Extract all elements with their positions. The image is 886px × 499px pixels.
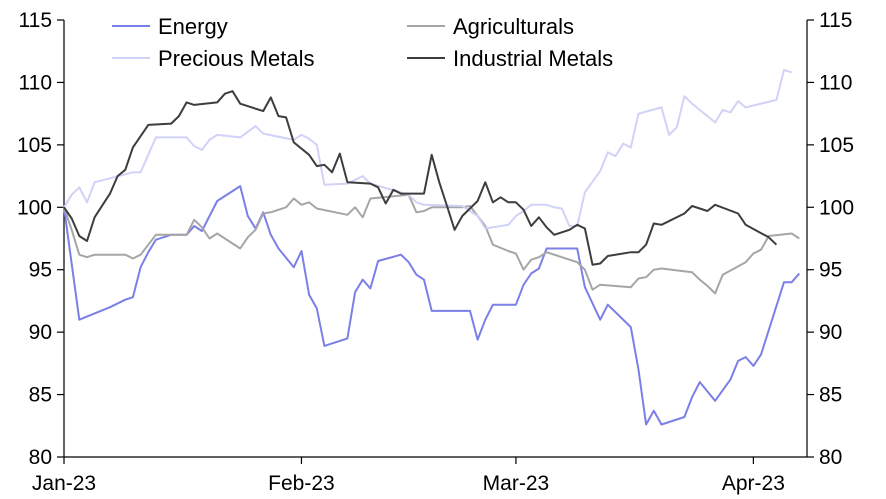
legend-label-industrial-metals: Industrial Metals bbox=[453, 46, 613, 71]
series-line-precious-metals bbox=[63, 68, 793, 230]
right-y-tick-label: 105 bbox=[819, 134, 854, 157]
right-y-tick-label: 110 bbox=[819, 71, 852, 94]
series-layer bbox=[63, 68, 801, 426]
left-y-tick-label: 110 bbox=[19, 71, 52, 94]
right-y-tick-label: 80 bbox=[819, 446, 842, 469]
right-y-axis: 80 85 90 95 100 105 110 115 bbox=[807, 9, 854, 469]
legend: Energy Agriculturals Precious Metals Indust… bbox=[112, 14, 613, 71]
series-line-agriculturals bbox=[63, 193, 800, 295]
legend-label-energy: Energy bbox=[158, 14, 228, 39]
x-tick-label: Apr-23 bbox=[722, 472, 785, 495]
left-y-tick-label: 90 bbox=[29, 321, 52, 344]
left-y-axis: 80 85 90 95 100 105 110 115 bbox=[17, 9, 64, 469]
plot-frame bbox=[63, 20, 808, 458]
left-y-tick-label: 105 bbox=[17, 134, 52, 157]
x-axis: Jan-23 Feb-23 Mar-23 Apr-23 bbox=[32, 457, 785, 495]
x-tick-label: Jan-23 bbox=[32, 472, 96, 495]
right-y-tick-label: 85 bbox=[819, 384, 842, 407]
legend-label-agriculturals: Agriculturals bbox=[453, 14, 574, 39]
legend-label-precious-metals: Precious Metals bbox=[158, 46, 315, 71]
right-y-tick-label: 90 bbox=[819, 321, 842, 344]
left-y-tick-label: 100 bbox=[17, 196, 52, 219]
left-y-tick-label: 85 bbox=[29, 384, 52, 407]
x-tick-label: Mar-23 bbox=[483, 472, 550, 495]
left-y-tick-label: 95 bbox=[29, 259, 52, 282]
right-y-tick-label: 95 bbox=[819, 259, 842, 282]
right-y-tick-label: 115 bbox=[819, 9, 852, 32]
series-line-energy bbox=[63, 185, 801, 426]
left-y-tick-label: 80 bbox=[29, 446, 52, 469]
left-y-tick-label: 115 bbox=[19, 9, 52, 32]
right-y-tick-label: 100 bbox=[819, 196, 854, 219]
series-line-industrial-metals bbox=[63, 90, 778, 266]
x-tick-label: Feb-23 bbox=[268, 472, 335, 495]
